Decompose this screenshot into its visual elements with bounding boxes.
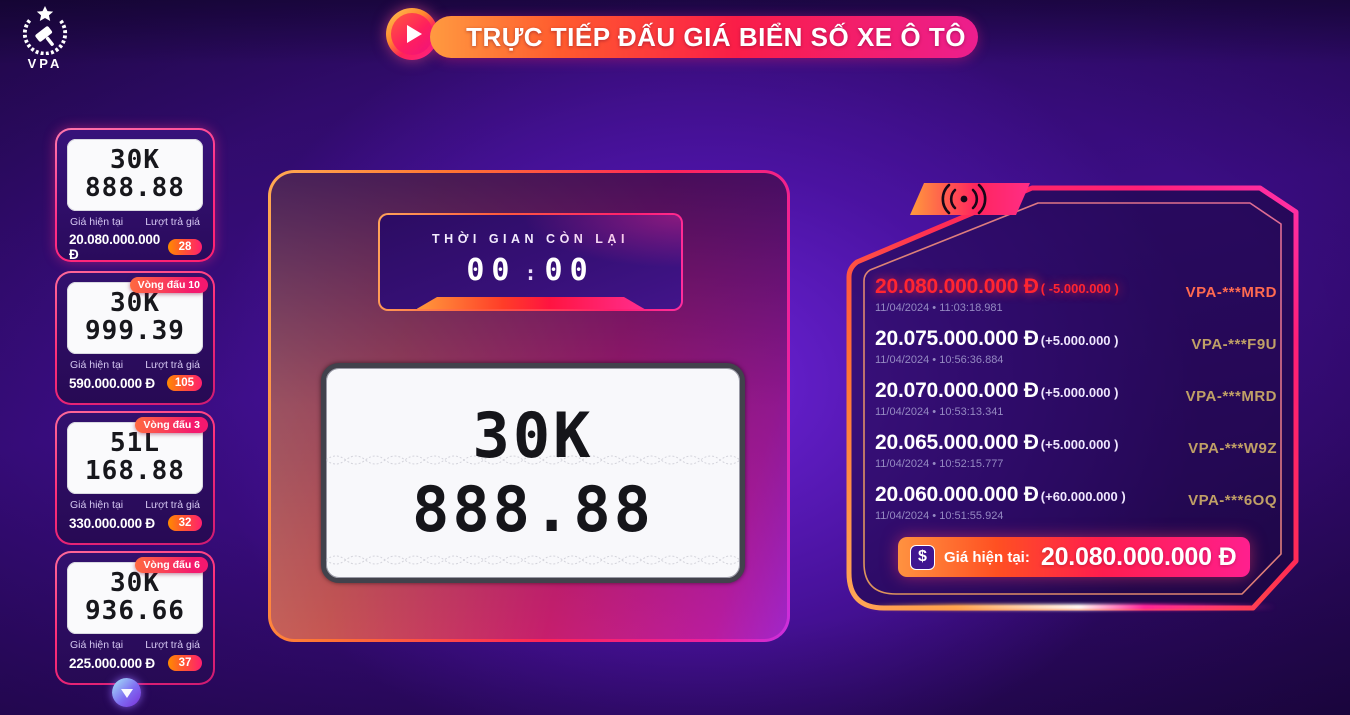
bid-timestamp: 11/04/2024 • 10:51:55.924	[875, 510, 1004, 522]
current-price-label: Giá hiện tại	[70, 216, 124, 228]
logo-text: VPA	[27, 56, 63, 71]
play-icon	[391, 13, 433, 55]
plate-line1: 51L	[110, 428, 160, 459]
plate-line1: 30K	[472, 399, 594, 472]
plate-card-30K-999-39[interactable]: Vòng đấu 10 30K 999.39 Giá hiện tại Lượt…	[55, 271, 215, 405]
bid-count-badge: 37	[168, 655, 202, 671]
current-price-value: 20.080.000.000 Đ	[1040, 542, 1237, 571]
timer-colon: :	[524, 261, 537, 285]
bid-count-label: Lượt trả giá	[145, 639, 200, 651]
plate-line2: 888.88	[412, 473, 654, 546]
bid-count-label: Lượt trả giá	[145, 359, 200, 371]
timer-accent-notch	[416, 297, 645, 309]
bid-entry: 20.060.000.000 Đ (+60.000.000 ) 11/04/20…	[875, 483, 1287, 522]
bid-delta: (+60.000.000 )	[1040, 489, 1126, 504]
vpa-logo: VPA	[10, 5, 80, 71]
bid-count-label: Lượt trả giá	[145, 216, 200, 228]
bid-amount: 20.065.000.000 Đ	[875, 431, 1039, 454]
plate-card-30K-936-66[interactable]: Vòng đấu 6 30K 936.66 Giá hiện tại Lượt …	[55, 551, 215, 685]
plate-line1: 30K	[110, 568, 160, 599]
chevron-down-icon	[120, 689, 133, 698]
plate-watermark-wave	[326, 555, 740, 565]
timer-seconds: 00	[544, 253, 595, 288]
bid-timestamp: 11/04/2024 • 10:53:13.341	[875, 406, 1004, 418]
auction-license-plate: 30K 888.88	[321, 363, 745, 583]
current-price-label: Giá hiện tại	[70, 639, 124, 651]
current-price-label: Giá hiện tại	[70, 359, 124, 371]
current-price-value: 590.000.000 Đ	[69, 375, 155, 391]
bid-timestamp: 11/04/2024 • 10:52:15.777	[875, 458, 1004, 470]
bidder-id: VPA-***F9U	[1191, 336, 1277, 353]
bid-timestamp: 11/04/2024 • 10:56:36.884	[875, 354, 1004, 366]
bidder-id: VPA-***MRD	[1185, 388, 1277, 405]
bidder-id: VPA-***6OQ	[1188, 492, 1277, 509]
current-price-label: Giá hiện tại:	[944, 548, 1030, 566]
round-badge: Vòng đấu 6	[135, 557, 208, 573]
bid-timestamp: 11/04/2024 • 11:03:18.981	[875, 302, 1003, 314]
bid-delta: ( -5.000.000 )	[1040, 281, 1119, 296]
bidder-id: VPA-***MRD	[1185, 284, 1277, 301]
bid-entry: 20.075.000.000 Đ (+5.000.000 ) 11/04/202…	[875, 327, 1287, 366]
bid-entry: 20.065.000.000 Đ (+5.000.000 ) 11/04/202…	[875, 431, 1287, 470]
bid-delta: (+5.000.000 )	[1040, 437, 1119, 452]
dollar-icon: $	[910, 544, 935, 570]
vpa-emblem-icon	[22, 5, 68, 56]
page-title: TRỰC TIẾP ĐẤU GIÁ BIỂN SỐ XE Ô TÔ	[430, 16, 978, 58]
bidder-id: VPA-***W9Z	[1188, 440, 1277, 457]
plate-line1: 30K	[110, 145, 160, 176]
plate-card-51L-168-88[interactable]: Vòng đấu 3 51L 168.88 Giá hiện tại Lượt …	[55, 411, 215, 545]
scroll-down-button[interactable]	[112, 678, 141, 707]
current-price-label: Giá hiện tại	[70, 499, 124, 511]
timer-minutes: 00	[466, 253, 517, 288]
bid-entry: 20.080.000.000 Đ ( -5.000.000 ) 11/04/20…	[875, 275, 1287, 314]
gavel-icon	[35, 26, 54, 46]
plate-line2: 168.88	[85, 456, 185, 486]
round-badge: Vòng đấu 3	[135, 417, 208, 433]
live-badge	[910, 183, 1030, 215]
plate-line1: 30K	[110, 288, 160, 319]
plate-card-30K-888-88[interactable]: 30K 888.88 Giá hiện tại Lượt trả giá 20.…	[55, 128, 215, 262]
bid-count-label: Lượt trả giá	[145, 499, 200, 511]
plate-line2: 888.88	[85, 173, 185, 203]
round-badge: Vòng đấu 10	[129, 277, 208, 293]
bid-delta: (+5.000.000 )	[1040, 333, 1119, 348]
timer-digits: 00:00	[380, 253, 681, 288]
bid-entry: 20.070.000.000 Đ (+5.000.000 ) 11/04/202…	[875, 379, 1287, 418]
bid-amount: 20.080.000.000 Đ	[875, 275, 1039, 298]
plate-line2: 999.39	[85, 316, 185, 346]
current-price-value: 225.000.000 Đ	[69, 655, 155, 671]
license-plate-thumbnail: 30K 888.88	[67, 139, 203, 211]
countdown-timer: THỜI GIAN CÒN LẠI 00:00	[378, 213, 683, 311]
plate-line2: 936.66	[85, 596, 185, 626]
star-icon	[36, 5, 54, 21]
current-price-banner: $ Giá hiện tại: 20.080.000.000 Đ	[898, 537, 1250, 577]
bid-count-badge: 105	[166, 375, 202, 391]
bid-history-panel: 20.080.000.000 Đ ( -5.000.000 ) 11/04/20…	[840, 165, 1310, 645]
bid-count-badge: 32	[168, 515, 202, 531]
bid-delta: (+5.000.000 )	[1040, 385, 1119, 400]
bid-amount: 20.070.000.000 Đ	[875, 379, 1039, 402]
bid-list: 20.080.000.000 Đ ( -5.000.000 ) 11/04/20…	[875, 275, 1287, 522]
timer-label: THỜI GIAN CÒN LẠI	[432, 232, 629, 246]
auction-stage-panel: THỜI GIAN CÒN LẠI 00:00 30K 888.88	[268, 170, 790, 642]
bid-amount: 20.075.000.000 Đ	[875, 327, 1039, 350]
current-price-value: 330.000.000 Đ	[69, 515, 155, 531]
current-price-value: 20.080.000.000 Đ	[69, 232, 161, 262]
bid-amount: 20.060.000.000 Đ	[875, 483, 1039, 506]
bid-count-badge: 28	[168, 239, 202, 255]
